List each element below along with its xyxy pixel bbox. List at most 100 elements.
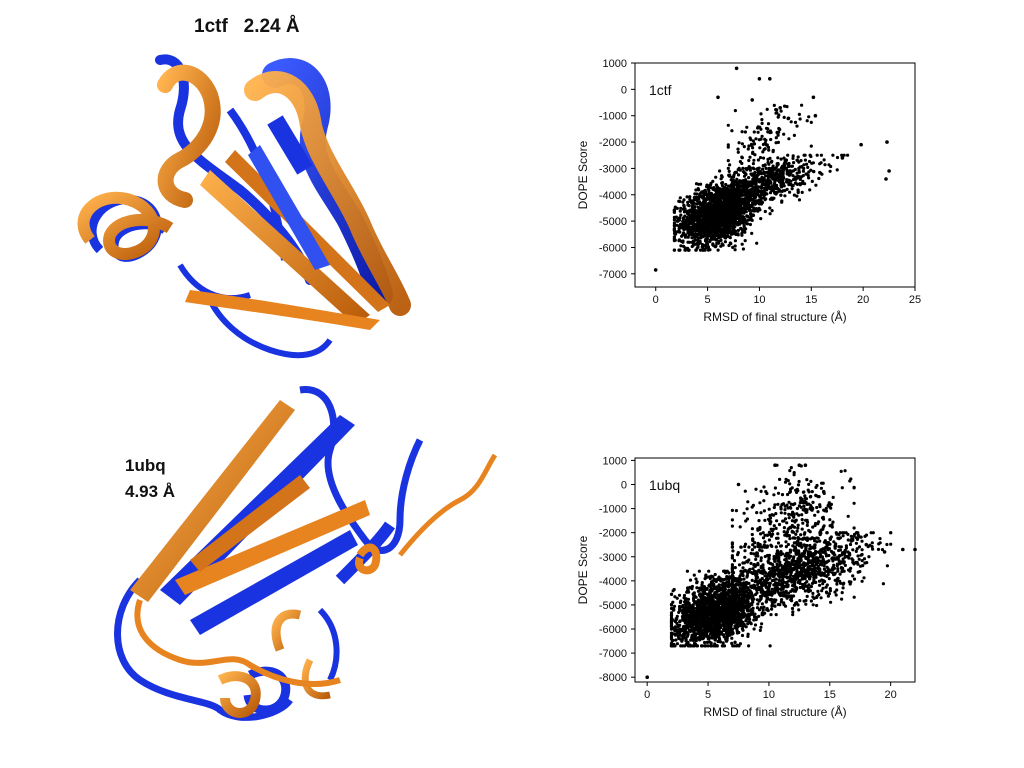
data-point — [764, 166, 768, 170]
data-point — [745, 185, 749, 189]
data-point — [763, 163, 767, 167]
x-tick-label: 10 — [753, 294, 765, 306]
data-point — [751, 181, 755, 185]
data-point — [692, 201, 696, 205]
data-point — [690, 236, 694, 240]
data-point — [721, 194, 725, 199]
data-point — [705, 237, 709, 241]
data-point — [685, 569, 689, 573]
data-point — [693, 197, 697, 201]
data-point — [768, 212, 772, 216]
data-point — [759, 625, 763, 629]
data-point — [689, 209, 693, 214]
data-point — [676, 630, 680, 634]
data-point — [801, 179, 805, 183]
data-point — [675, 596, 679, 600]
data-point — [717, 605, 721, 609]
data-point — [738, 642, 742, 646]
data-point — [750, 578, 754, 582]
data-point — [779, 157, 783, 161]
data-point — [737, 201, 741, 205]
data-point — [688, 644, 693, 648]
data-point — [726, 123, 730, 127]
data-point — [817, 593, 821, 597]
data-point — [768, 191, 773, 195]
data-point — [680, 629, 684, 633]
data-point — [782, 184, 786, 188]
data-point — [726, 231, 730, 235]
data-point — [700, 621, 704, 625]
data-point — [710, 629, 714, 633]
data-point — [838, 536, 842, 540]
data-point — [691, 644, 695, 648]
data-point — [792, 193, 796, 197]
data-point — [748, 168, 752, 172]
data-point — [720, 231, 724, 235]
data-point — [775, 131, 779, 135]
data-point — [712, 235, 716, 239]
data-point — [723, 236, 727, 240]
data-point — [706, 213, 711, 217]
data-point — [743, 230, 747, 234]
data-point — [728, 633, 732, 637]
data-point — [754, 208, 758, 212]
data-point — [691, 638, 695, 642]
data-point — [671, 600, 675, 604]
y-tick-label: -4000 — [599, 190, 627, 202]
data-point — [819, 153, 823, 157]
data-point — [766, 184, 770, 188]
y-tick-label: -6000 — [599, 624, 627, 636]
data-point — [727, 196, 731, 200]
data-point — [787, 137, 791, 141]
data-point — [688, 197, 692, 201]
data-point — [828, 169, 832, 173]
data-point — [721, 644, 725, 648]
data-point — [669, 633, 674, 638]
data-point — [724, 594, 728, 598]
data-point — [719, 222, 723, 226]
data-point — [694, 632, 699, 636]
data-point — [742, 179, 746, 183]
data-point — [735, 624, 739, 628]
data-point — [759, 185, 763, 189]
data-point — [740, 609, 745, 614]
data-point — [735, 631, 739, 635]
data-point — [741, 247, 745, 251]
data-point — [758, 146, 762, 150]
data-point — [717, 593, 721, 597]
data-point — [750, 218, 754, 222]
data-point — [766, 179, 770, 183]
data-point — [849, 534, 853, 538]
data-point — [711, 599, 715, 604]
data-point — [746, 632, 750, 636]
data-point — [719, 601, 723, 605]
data-point — [780, 185, 784, 189]
data-point — [756, 171, 760, 175]
data-point — [784, 158, 788, 162]
data-point — [691, 221, 696, 226]
data-point — [745, 180, 749, 184]
x-axis-label: RMSD of final structure (Å) — [703, 309, 846, 324]
data-point — [722, 617, 726, 621]
data-point — [809, 561, 813, 565]
data-point — [705, 631, 709, 635]
data-point — [673, 205, 677, 209]
data-point — [885, 542, 889, 547]
data-point — [699, 208, 703, 212]
data-point — [694, 248, 698, 252]
data-point — [757, 77, 762, 81]
data-point — [715, 631, 719, 635]
data-point — [742, 598, 746, 602]
data-point — [707, 592, 711, 596]
data-point — [748, 617, 752, 621]
data-point — [773, 167, 777, 171]
data-point — [678, 230, 682, 234]
data-point — [748, 222, 752, 227]
data-point — [678, 209, 682, 213]
data-point — [716, 210, 720, 214]
dope-scatter-1ctf: 0 5 10 15 20 2510000-1000-2000-3000-4000-5000… — [576, 58, 921, 324]
data-point — [878, 541, 882, 545]
data-point — [842, 569, 846, 573]
data-point — [800, 103, 804, 107]
data-point — [696, 589, 700, 593]
